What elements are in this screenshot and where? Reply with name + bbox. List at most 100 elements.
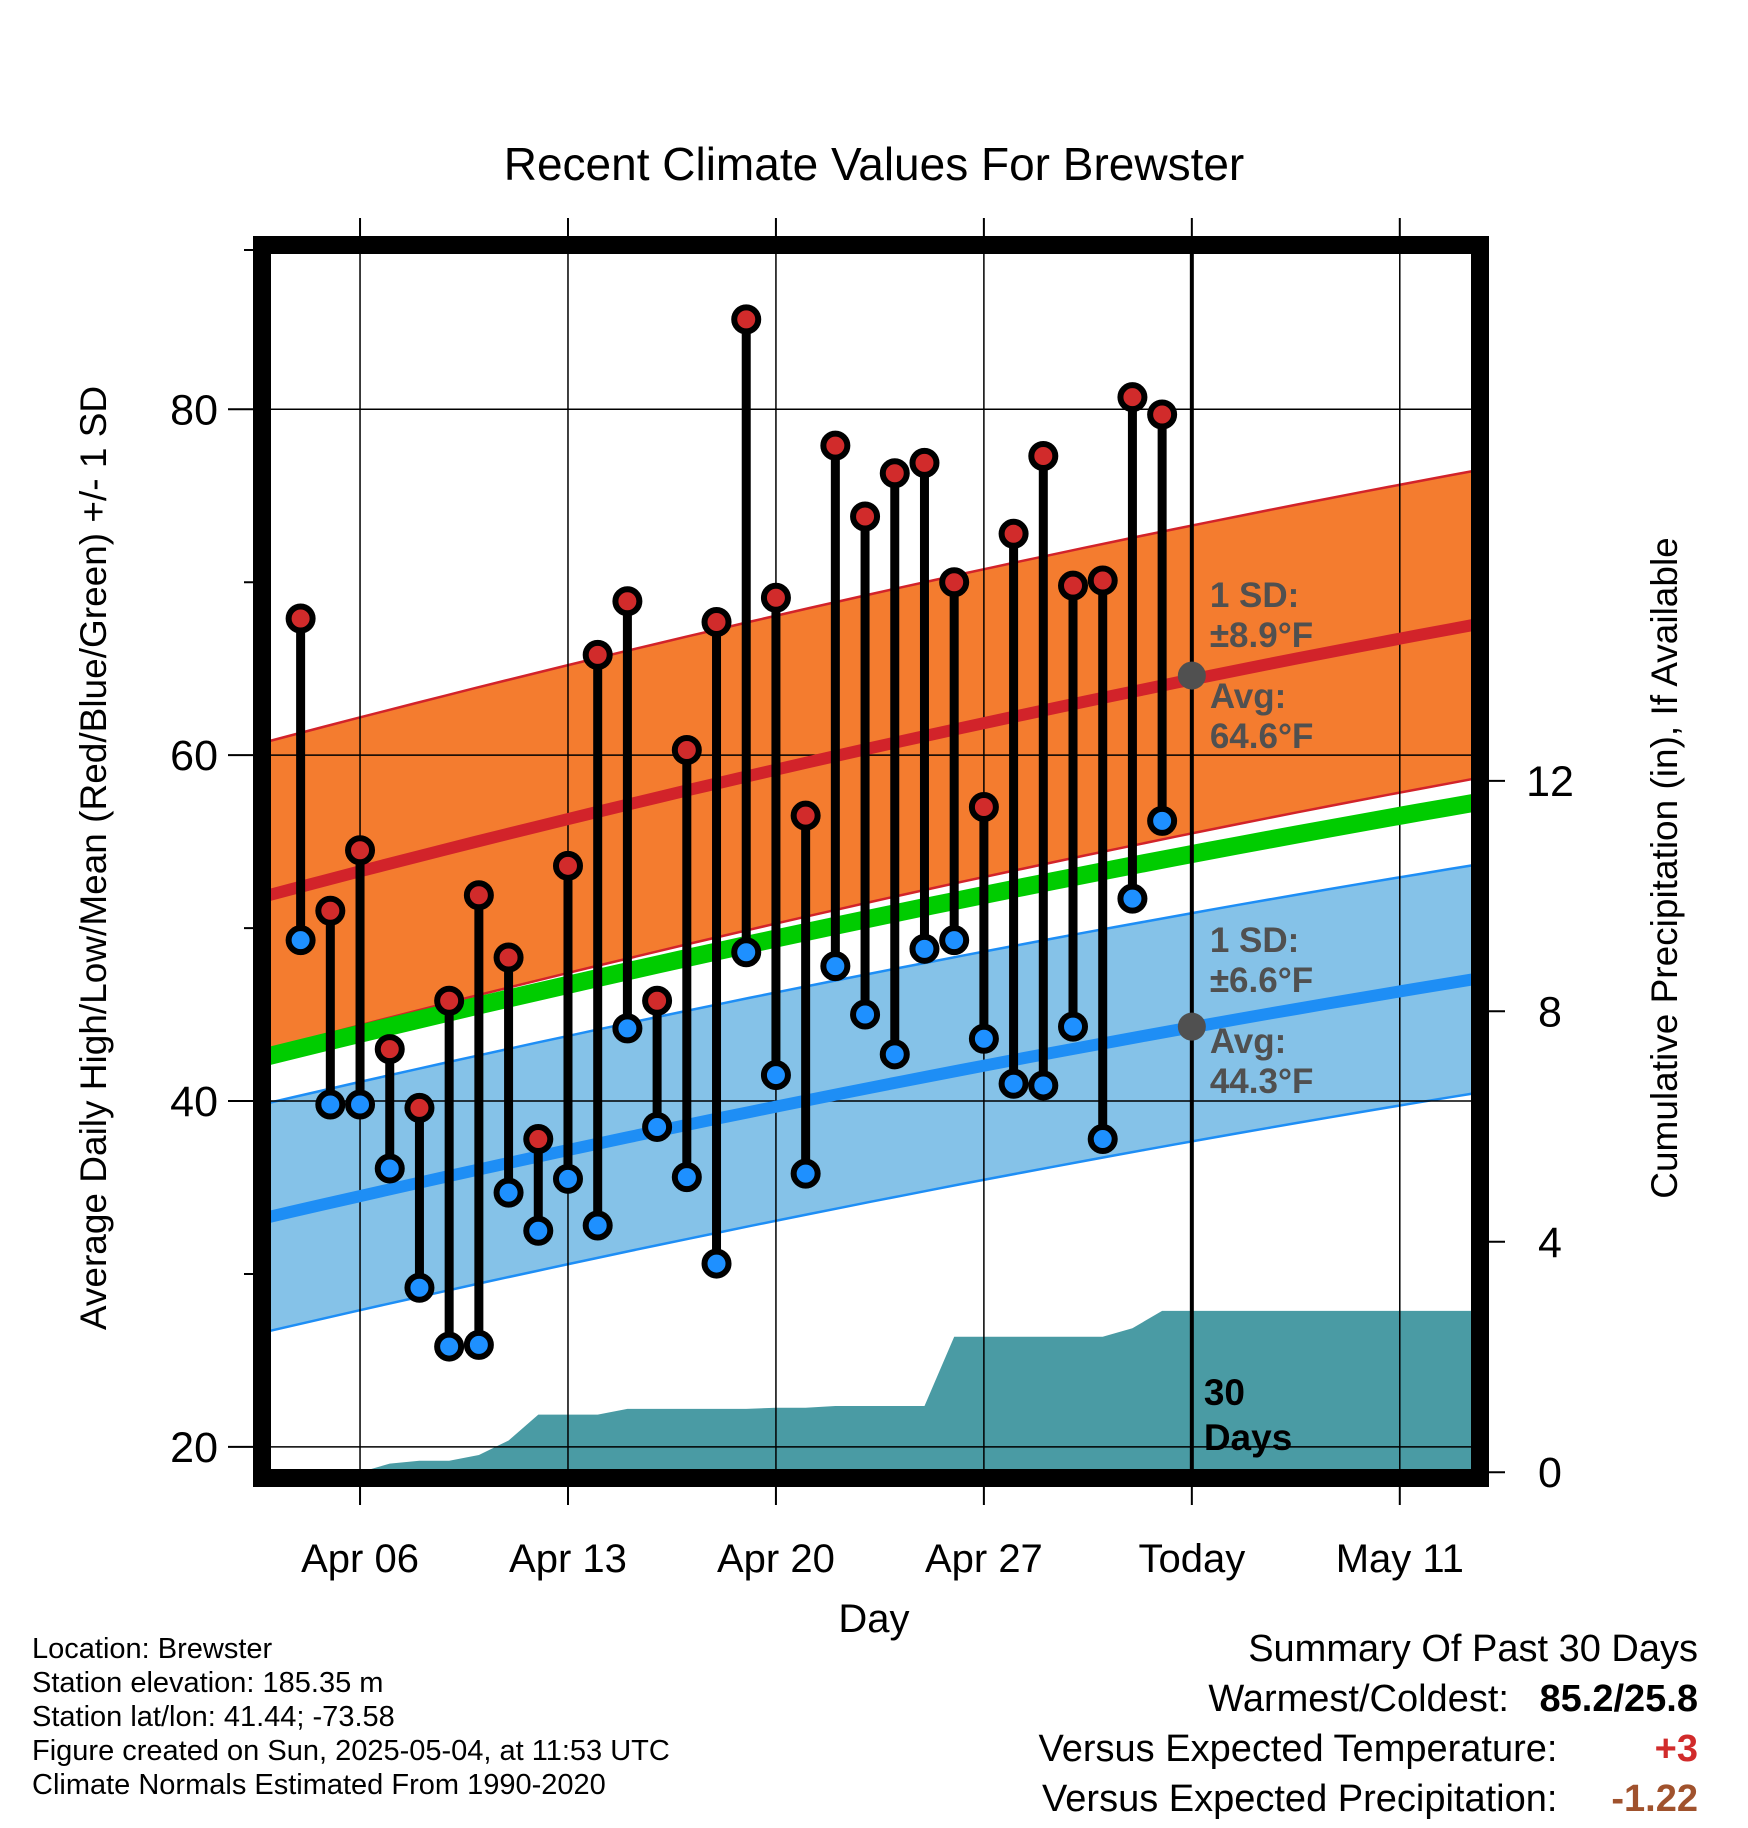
high-normal-line	[260, 617, 1482, 903]
daily-low-point	[612, 1013, 643, 1044]
daily-low-point	[909, 933, 940, 964]
daily-low-point	[820, 951, 851, 982]
daily-high-point	[612, 586, 643, 617]
high-sd-annotation: 1 SD:	[1210, 576, 1299, 615]
daily-high-point	[998, 518, 1029, 549]
daily-low-point	[582, 1210, 613, 1241]
daily-high-point	[968, 792, 999, 823]
daily-high-point	[1058, 570, 1089, 601]
daily-high-point	[642, 985, 673, 1016]
y-tick-label: 20	[170, 1424, 218, 1472]
summary-title: Summary Of Past 30 Days	[1248, 1628, 1698, 1670]
low-avg-annotation: Avg:	[1210, 1022, 1286, 1061]
mean-normal-line	[259, 792, 1482, 1067]
daily-high-point	[404, 1092, 435, 1123]
high-avg-marker	[1177, 661, 1206, 690]
daily-low-point	[463, 1329, 494, 1360]
daily-low-point	[790, 1158, 821, 1189]
daily-low-point	[642, 1111, 673, 1142]
daily-high-point	[760, 582, 791, 613]
daily-low-point	[374, 1153, 405, 1184]
daily-low-point	[968, 1023, 999, 1054]
precip-delta-value: -1.22	[1611, 1778, 1698, 1820]
daily-low-point	[850, 999, 881, 1030]
location-text: Location: Brewster	[32, 1633, 273, 1665]
daily-low-point	[404, 1272, 435, 1303]
x-tick-label: May 11	[1336, 1537, 1464, 1581]
daily-low-point	[315, 1089, 346, 1120]
y-tick-label: 80	[170, 386, 218, 434]
daily-low-point	[1117, 883, 1148, 914]
daily-high-point	[1028, 440, 1059, 471]
daily-high-point	[671, 734, 702, 765]
daily-high-point	[434, 985, 465, 1016]
daily-high-point	[582, 639, 613, 670]
x-tick-label: Apr 13	[509, 1537, 627, 1581]
daily-high-point	[820, 430, 851, 461]
daily-high-point	[493, 942, 524, 973]
daily-high-point	[879, 458, 910, 489]
high-avg-annotation: Avg:	[1210, 677, 1286, 716]
daily-low-point	[552, 1163, 583, 1194]
temp-label: Versus Expected Temperature:	[1038, 1728, 1558, 1770]
daily-low-point	[701, 1248, 732, 1279]
daily-high-point	[523, 1124, 554, 1155]
x-tick-label: Today	[1138, 1537, 1245, 1581]
plot-frame	[253, 236, 1489, 1487]
x-tick-label: Apr 20	[717, 1537, 835, 1581]
y2-tick-label: 12	[1526, 758, 1574, 806]
summary-precip-row: Versus Expected Precipitation: -1.22	[1039, 1774, 1698, 1824]
daily-high-point	[463, 880, 494, 911]
low-avg-marker	[1177, 1012, 1206, 1041]
daily-high-point	[552, 850, 583, 881]
x-tick-label: Apr 27	[925, 1537, 1043, 1581]
y2-tick-label: 0	[1538, 1449, 1562, 1497]
daily-low-point	[939, 925, 970, 956]
y2-axis-label: Cumulative Precipitation (in), If Availa…	[1644, 537, 1685, 1199]
station-info: Location: Brewster Station elevation: 18…	[32, 1632, 670, 1802]
days-annotation: Days	[1204, 1417, 1292, 1458]
temp-delta-value: +3	[1654, 1728, 1698, 1770]
high-sd-annotation: ±8.9°F	[1210, 616, 1313, 655]
daily-low-point	[1058, 1011, 1089, 1042]
elevation-text: Station elevation: 185.35 m	[32, 1667, 384, 1699]
high-avg-annotation: 64.6°F	[1210, 717, 1314, 756]
daily-low-point	[731, 937, 762, 968]
x-axis-label: Day	[838, 1597, 909, 1641]
summary-panel: Summary Of Past 30 Days Warmest/Coldest:…	[1039, 1624, 1698, 1824]
daily-high-point	[374, 1034, 405, 1065]
daily-high-point	[790, 800, 821, 831]
daily-low-point	[345, 1089, 376, 1120]
days-annotation: 30	[1204, 1372, 1245, 1413]
daily-low-point	[434, 1331, 465, 1362]
low-avg-annotation: 44.3°F	[1210, 1062, 1314, 1101]
daily-low-point	[760, 1060, 791, 1091]
daily-high-point	[345, 835, 376, 866]
y-tick-label: 40	[170, 1078, 218, 1126]
daily-low-point	[671, 1162, 702, 1193]
precipitation-area	[360, 1310, 1480, 1478]
daily-high-point	[731, 304, 762, 335]
daily-high-point	[1147, 399, 1178, 430]
y2-tick-label: 8	[1538, 988, 1562, 1036]
daily-low-point	[998, 1068, 1029, 1099]
daily-low-point	[493, 1177, 524, 1208]
daily-low-point	[285, 925, 316, 956]
summary-temp-row: Versus Expected Temperature: +3	[1039, 1724, 1698, 1774]
daily-high-point	[701, 606, 732, 637]
daily-high-point	[850, 501, 881, 532]
low-sd-annotation: 1 SD:	[1210, 921, 1299, 960]
daily-low-point	[1087, 1124, 1118, 1155]
daily-high-point	[285, 603, 316, 634]
daily-high-point	[1087, 565, 1118, 596]
daily-high-point	[939, 567, 970, 598]
daily-high-point	[1117, 382, 1148, 413]
x-tick-label: Apr 06	[301, 1537, 419, 1581]
normals-text: Climate Normals Estimated From 1990-2020	[32, 1769, 606, 1801]
daily-high-point	[909, 447, 940, 478]
low-sd-annotation: ±6.6°F	[1210, 961, 1313, 1000]
y-tick-label: 60	[170, 732, 218, 780]
daily-high-point	[315, 895, 346, 926]
daily-low-point	[1147, 805, 1178, 836]
